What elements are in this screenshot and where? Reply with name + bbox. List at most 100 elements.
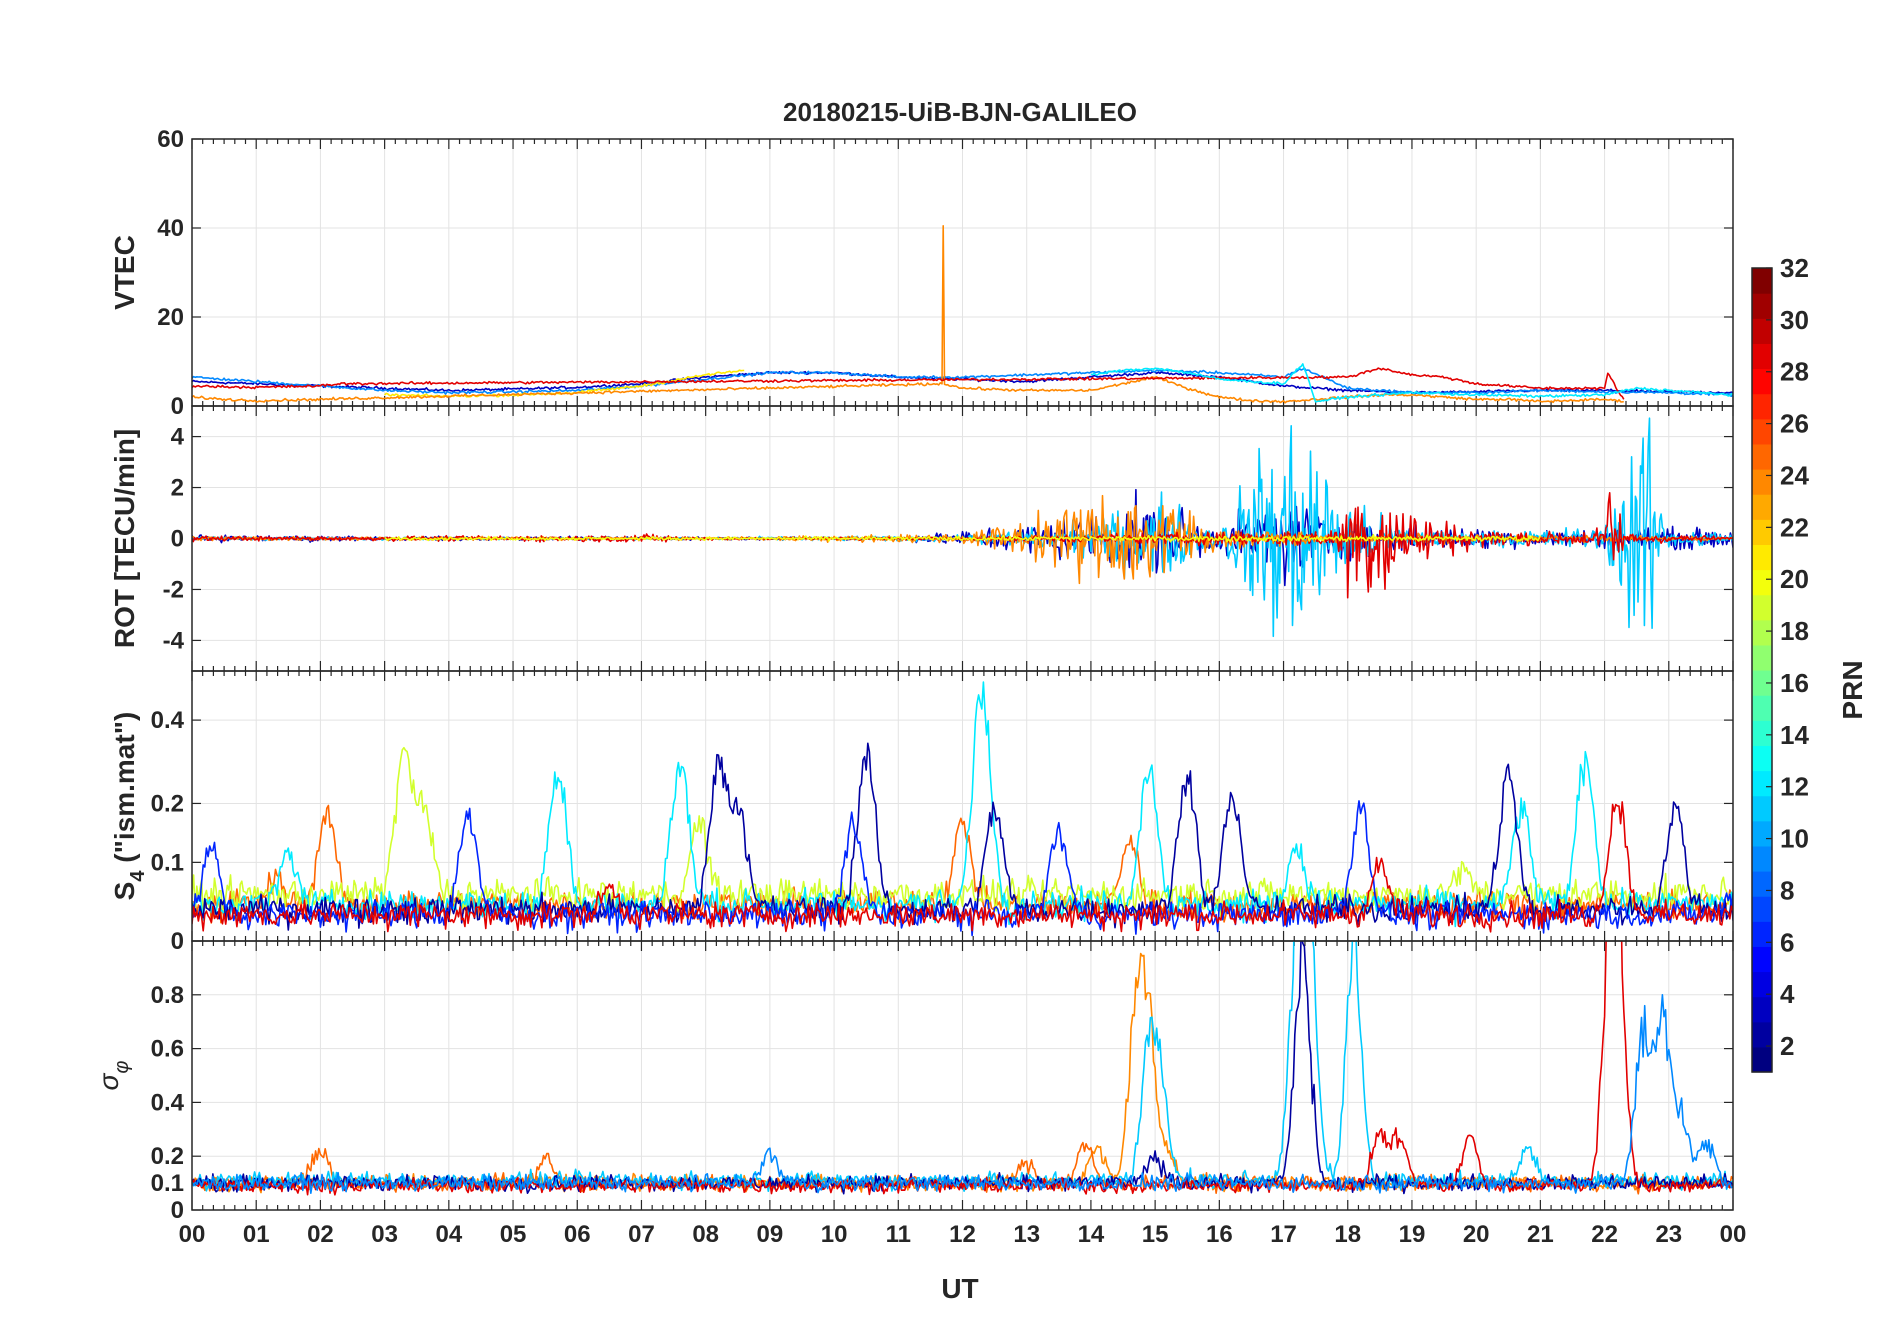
x-tick-label: 08 [692,1221,719,1248]
x-tick-label: 22 [1591,1221,1618,1248]
colorbar-segment [1752,745,1772,772]
x-tick-label: 11 [886,1221,911,1248]
colorbar-segment [1752,720,1772,746]
colorbar-tick-label: 12 [1780,772,1809,802]
x-tick-label: 16 [1206,1221,1233,1248]
ytick-label-s4: 0.4 [151,707,185,734]
colorbar-tick-label: 20 [1780,564,1809,594]
x-tick-label: 13 [1013,1221,1040,1248]
ytick-label-sigphi: 0.1 [151,1170,184,1197]
grid-s4 [192,671,1733,941]
x-axis-label: UT [941,1273,978,1304]
series-group-rot [192,417,1733,638]
chart-title: 20180215-UiB-BJN-GALILEO [783,97,1137,127]
x-tick-label: 07 [628,1221,655,1248]
colorbar-segment [1752,544,1772,571]
colorbar-tick-label: 22 [1780,512,1809,542]
ylabel-sub: φ [111,1061,133,1074]
x-tick-label: 00 [179,1221,206,1248]
colorbar-segment [1752,469,1772,495]
ytick-label-s4: 0.2 [151,790,184,817]
colorbar-segment [1752,368,1772,395]
colorbar-segment [1752,946,1772,973]
colorbar-segment [1752,443,1772,470]
panel-sigphi: 00.10.2 0.4 0.6 0.8 σφ [93,940,1734,1224]
x-tick-labels: 00 01 02 03 04 05 06 07 08 09 10 11 12 13 14 15 16 17 18 19… [179,1221,1747,1248]
x-tick-label: 23 [1655,1221,1682,1248]
x-tick-label: 05 [500,1221,527,1248]
colorbar-segment [1752,494,1772,520]
ytick-label-sigphi: 0.6 [151,1036,184,1063]
y-axis-label-s4: S4 ("ism.mat") [109,712,149,901]
colorbar-segment [1752,1021,1772,1048]
x-tick-label: 04 [435,1221,462,1248]
colorbar-tick-label: 10 [1780,824,1809,854]
x-tick-label: 15 [1142,1221,1169,1248]
series-prn-29 [192,801,1733,933]
ytick-label-rot: -4 [163,627,185,654]
ytick-label-sigphi: 0.2 [151,1143,184,1170]
x-tick-label: 06 [564,1221,591,1248]
x-tick-label: 21 [1527,1221,1554,1248]
series-prn-20 [384,533,1542,543]
colorbar-segment [1752,569,1772,596]
series-prn-19 [192,746,1733,920]
colorbar-segment [1752,1046,1772,1073]
series-group-s4 [192,681,1733,937]
series-group-sigphi [192,941,1733,1196]
ytick-label-rot: -2 [163,576,184,603]
colorbar-segment [1752,896,1772,922]
colorbar-segment [1752,695,1772,721]
colorbar-tick-label: 18 [1780,616,1809,646]
colorbar-tick-label: 24 [1780,460,1809,490]
x-tick-label: 00 [1720,1221,1747,1248]
colorbar-segment [1752,670,1772,696]
y-axis-label-vtec: VTEC [109,235,140,310]
colorbar-segment [1752,921,1772,947]
ytick-label-rot: 4 [171,424,185,451]
colorbar-tick-label: 8 [1780,875,1794,905]
ylabel-sub: 4 [127,870,149,882]
colorbar-segment [1752,343,1772,370]
x-tick-label: 01 [243,1221,270,1248]
ytick-label-vtec: 0 [171,393,184,420]
x-tick-label: 10 [821,1221,848,1248]
colorbar-segment [1752,268,1772,294]
colorbar-segment [1752,770,1772,797]
ytick-label-sigphi: 0 [171,1197,184,1224]
ytick-label-rot: 0 [171,526,184,553]
colorbar-label: PRN [1837,660,1868,719]
colorbar-segment [1752,996,1772,1023]
ytick-label-s4: 0.1 [151,849,184,876]
x-tick-label: 17 [1270,1221,1297,1248]
colorbar-tick-label: 26 [1780,409,1809,439]
colorbar-segment [1752,971,1772,998]
ylabel-main: σ [93,1072,124,1090]
colorbar-segment [1752,519,1772,545]
grid-sigphi [192,941,1733,1210]
axes-box-sigphi [191,940,1734,1211]
colorbar-segment [1752,594,1772,621]
series-prn-29 [192,367,1625,400]
ytick-label-sigphi: 0.4 [151,1089,185,1116]
colorbar-segment [1752,393,1772,420]
x-tick-label: 03 [371,1221,398,1248]
colorbar-tick-label: 14 [1780,720,1809,750]
ytick-label-rot: 2 [171,475,184,502]
x-tick-label: 20 [1463,1221,1490,1248]
ylabel-rest: ("ism.mat") [109,712,140,871]
series-prn-29 [192,941,1733,1196]
series-group-vtec [192,225,1733,404]
series-prn-12 [1090,363,1733,403]
x-tick-label: 14 [1078,1221,1105,1248]
x-tick-label: 18 [1334,1221,1361,1248]
colorbar-tick-label: 6 [1780,927,1794,957]
series-prn-9 [192,367,1733,397]
colorbar-tick-label: 30 [1780,305,1809,335]
ytick-label-s4: 0 [171,928,184,955]
panel-rot: -4 -2 0 2 4 ROT [TECU/min] [109,405,1734,672]
y-axis-label-rot: ROT [TECU/min] [109,429,140,648]
x-tick-label: 19 [1399,1221,1426,1248]
colorbar-segment [1752,845,1772,872]
